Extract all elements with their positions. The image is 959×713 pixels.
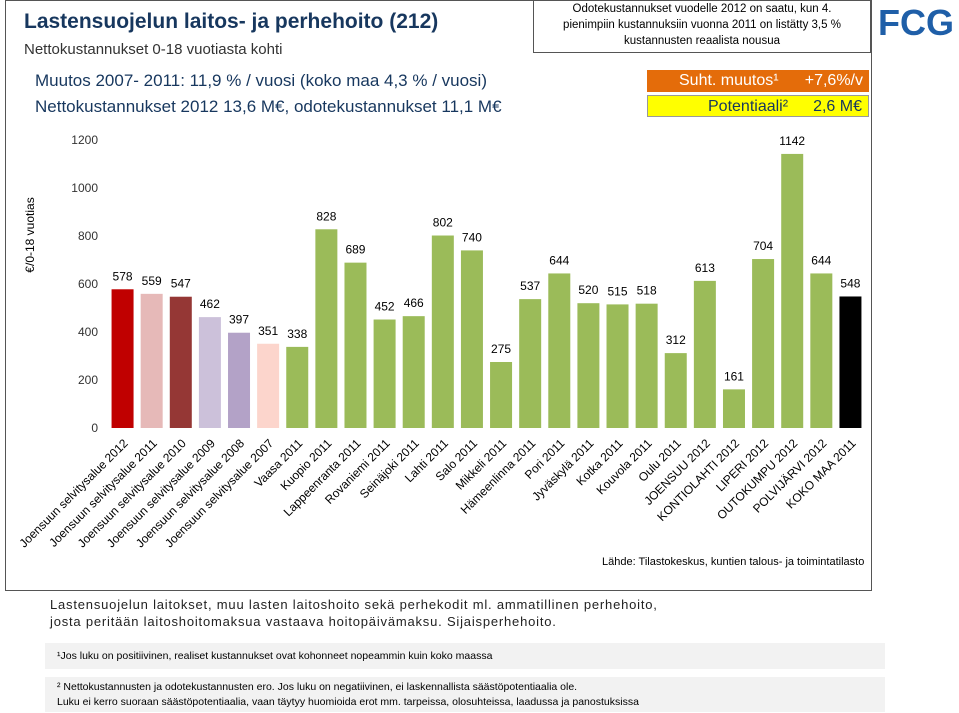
summary-line: Nettokustannukset 2012 13,6 M€, odotekus… xyxy=(35,97,502,116)
bar xyxy=(781,153,804,429)
bar xyxy=(606,304,629,428)
footnote: ¹Jos luku on positiivinen, realiset kust… xyxy=(45,643,885,669)
data-label: 537 xyxy=(520,279,540,293)
bar xyxy=(752,259,775,428)
data-label: 1142 xyxy=(779,134,805,148)
data-label: 828 xyxy=(316,209,336,223)
data-label: 689 xyxy=(345,243,365,257)
bar xyxy=(519,299,542,428)
bar xyxy=(344,262,367,428)
bar xyxy=(315,229,338,428)
bar xyxy=(810,273,833,428)
data-label: 704 xyxy=(753,239,773,253)
title: Lastensuojelun laitos- ja perhehoito (21… xyxy=(24,10,439,33)
box-label: Suht. muutos¹ xyxy=(679,72,779,89)
bar xyxy=(460,250,483,428)
bar xyxy=(635,303,658,428)
subtitle: Nettokustannukset 0-18 vuotiasta kohti xyxy=(24,41,283,58)
data-label: 466 xyxy=(404,296,424,310)
note-line: pienimpiin kustannuksiin vuonna 2011 on … xyxy=(563,19,841,31)
description-line: Lastensuojelun laitokset, muu lasten lai… xyxy=(50,597,658,612)
logo: FCG xyxy=(878,2,954,43)
data-label: 312 xyxy=(666,333,686,347)
y-tick-label: 0 xyxy=(91,421,98,435)
bar xyxy=(431,235,454,428)
bar xyxy=(839,296,862,428)
bar xyxy=(169,296,192,428)
y-tick-label: 200 xyxy=(78,373,98,387)
box-value: 2,6 M€ xyxy=(813,98,862,115)
bar xyxy=(693,280,716,428)
source: Lähde: Tilastokeskus, kuntien talous- ja… xyxy=(602,556,865,568)
box-value: +7,6%/v xyxy=(804,72,863,89)
data-label: 520 xyxy=(578,283,598,297)
bar xyxy=(140,293,163,428)
description: Lastensuojelun laitokset, muu lasten lai… xyxy=(50,596,658,630)
description-line: josta peritään laitoshoitomaksua vastaav… xyxy=(50,614,557,629)
data-label: 547 xyxy=(171,277,191,291)
bar xyxy=(111,289,134,428)
data-label: 578 xyxy=(113,269,133,283)
note-line: Odotekustannukset vuodelle 2012 on saatu… xyxy=(572,3,832,15)
bar xyxy=(722,389,745,428)
bar xyxy=(402,316,425,428)
data-label: 515 xyxy=(608,284,628,298)
note-line: kustannusten reaalista nousua xyxy=(624,35,780,47)
note-box: Odotekustannukset vuodelle 2012 on saatu… xyxy=(533,0,871,53)
data-label: 351 xyxy=(258,324,278,338)
data-label: 613 xyxy=(695,261,715,275)
data-label: 559 xyxy=(142,274,162,288)
bar xyxy=(577,303,600,428)
bar xyxy=(228,332,251,428)
bar xyxy=(286,346,309,428)
bar xyxy=(257,343,280,428)
change-box: Suht. muutos¹ +7,6%/v xyxy=(647,70,869,92)
data-label: 518 xyxy=(637,284,657,298)
y-tick-label: 1200 xyxy=(71,133,98,147)
y-tick-label: 400 xyxy=(78,325,98,339)
footnote-line: Luku ei kerro suoraan säästöpotentiaalia… xyxy=(57,696,639,708)
bar xyxy=(664,353,687,428)
y-axis-label: €/0-18 vuotias xyxy=(23,197,37,272)
bar xyxy=(548,273,571,428)
y-tick-label: 600 xyxy=(78,277,98,291)
y-tick-label: 800 xyxy=(78,229,98,243)
bar xyxy=(198,317,221,428)
chart: €/0-18 vuotias020040060080010001200578Jo… xyxy=(17,133,862,550)
footnote-line: ² Nettokustannusten ja odotekustannusten… xyxy=(57,681,578,693)
bar xyxy=(373,319,396,428)
data-label: 161 xyxy=(724,369,744,383)
data-label: 275 xyxy=(491,342,511,356)
bar xyxy=(490,362,513,428)
data-label: 462 xyxy=(200,297,220,311)
footnote: ² Nettokustannusten ja odotekustannusten… xyxy=(45,677,885,712)
data-label: 548 xyxy=(840,276,860,290)
data-label: 802 xyxy=(433,216,453,230)
frame xyxy=(5,0,872,591)
data-label: 452 xyxy=(375,300,395,314)
data-label: 644 xyxy=(811,253,831,267)
data-label: 338 xyxy=(287,327,307,341)
data-label: 397 xyxy=(229,313,249,327)
potential-box: Potentiaali² 2,6 M€ xyxy=(647,95,869,117)
y-tick-label: 1000 xyxy=(71,181,98,195)
data-label: 644 xyxy=(549,253,569,267)
summary-line: Muutos 2007- 2011: 11,9 % / vuosi (koko … xyxy=(35,71,487,90)
data-label: 740 xyxy=(462,230,482,244)
box-label: Potentiaali² xyxy=(708,98,789,115)
